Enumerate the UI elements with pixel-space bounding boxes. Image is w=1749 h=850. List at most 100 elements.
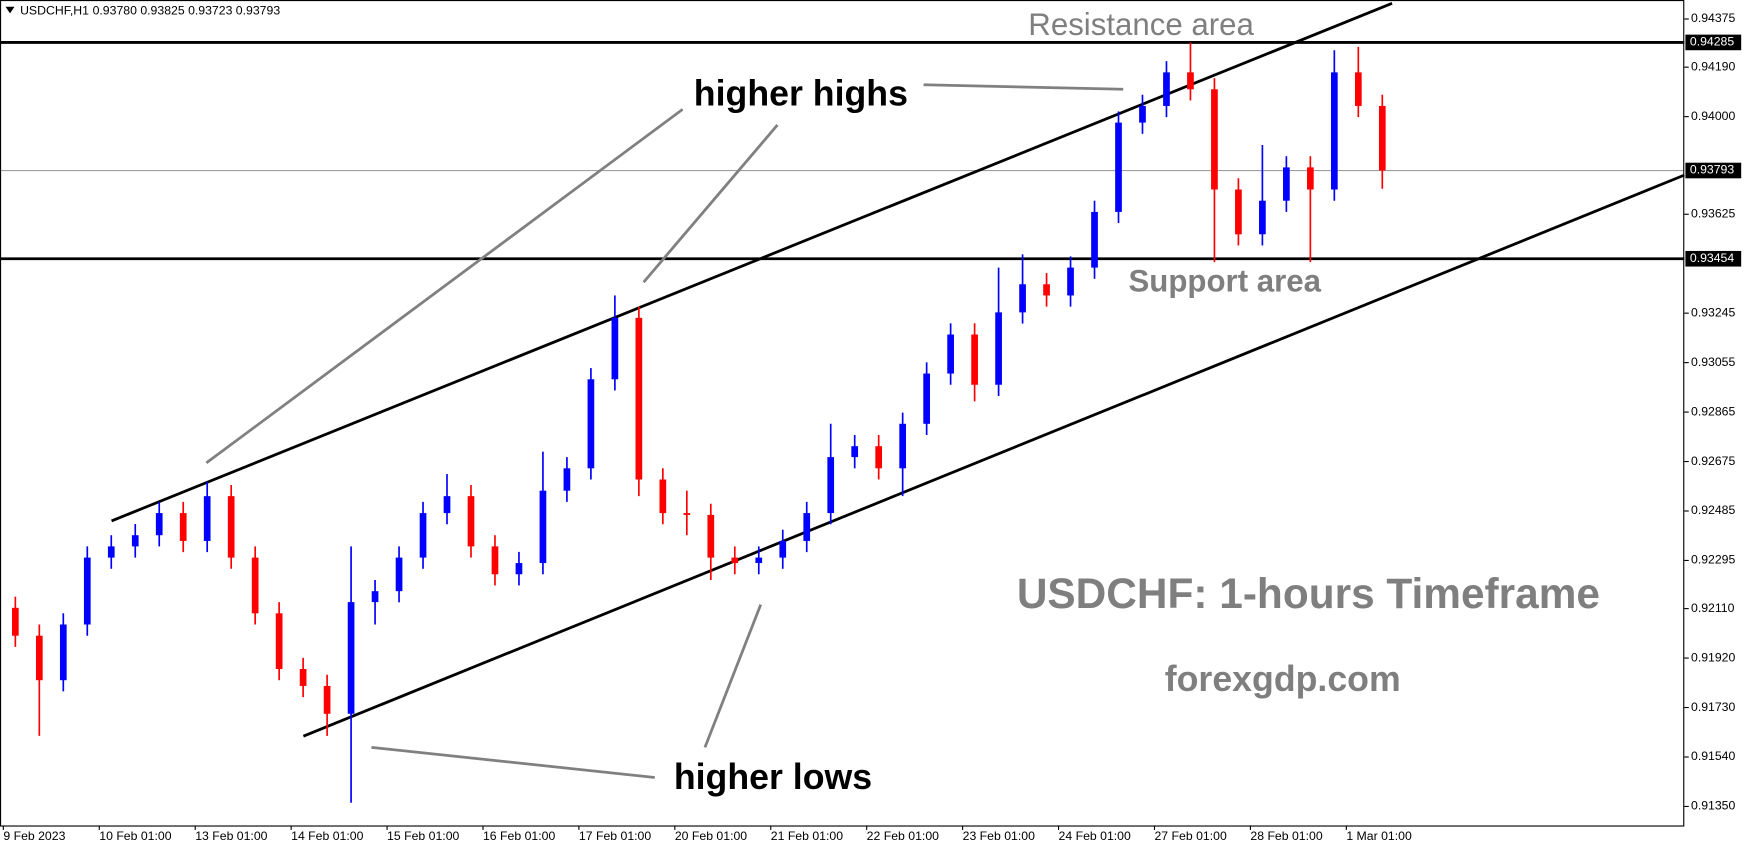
candles xyxy=(11,42,1386,803)
y-tick-label: 0.91920 xyxy=(1691,650,1736,664)
candle-body xyxy=(491,546,499,575)
lower-channel-line xyxy=(302,173,1685,738)
y-tick-label: 0.91350 xyxy=(1691,799,1736,813)
resistance-price-box xyxy=(1685,34,1742,51)
upper-channel-line xyxy=(111,2,1393,523)
candle-body xyxy=(179,513,187,541)
x-tick-label: 15 Feb 01:00 xyxy=(387,829,459,843)
y-tick-label: 0.93245 xyxy=(1691,305,1736,319)
x-tick-label: 27 Feb 01:00 xyxy=(1154,829,1226,843)
candle-body xyxy=(851,446,859,458)
ohlc-label: 0.93780 0.93825 0.93723 0.93793 xyxy=(93,3,281,17)
candle-body xyxy=(1067,267,1074,296)
candle-body xyxy=(395,557,403,592)
candle-body xyxy=(275,613,283,670)
y-tick-label: 0.92110 xyxy=(1691,601,1735,615)
candle-body xyxy=(827,457,835,514)
y-tick-label: 0.91540 xyxy=(1691,749,1736,763)
candle-body xyxy=(443,496,451,514)
candle-body xyxy=(587,379,595,469)
x-tick-label: 22 Feb 01:00 xyxy=(867,829,939,843)
candle-body xyxy=(947,334,954,374)
candle-body xyxy=(611,317,619,380)
candle-body xyxy=(731,557,739,564)
candle-body xyxy=(323,685,331,714)
candle-body xyxy=(1307,167,1314,190)
candle-body xyxy=(539,490,547,564)
candle-body xyxy=(467,496,475,547)
y-tick-label: 0.93625 xyxy=(1691,206,1736,220)
plot-frame xyxy=(0,0,1685,827)
candle-body xyxy=(755,557,763,564)
x-tick-label: 21 Feb 01:00 xyxy=(771,829,843,843)
y-tick-label: 0.93055 xyxy=(1691,355,1736,369)
candle-body xyxy=(11,607,19,636)
candle-body xyxy=(1019,284,1026,313)
candle-body xyxy=(779,540,787,558)
candle-body xyxy=(227,496,235,558)
candle-body xyxy=(995,312,1002,385)
candle-body xyxy=(1043,284,1050,296)
candle-body xyxy=(659,479,667,514)
candle-body xyxy=(803,513,811,541)
candle-body xyxy=(1163,72,1170,106)
candle-body xyxy=(923,373,930,424)
annotation: higher lows xyxy=(674,757,872,797)
x-tick-label: 1 Mar 01:00 xyxy=(1346,829,1412,843)
y-tick-label: 0.94375 xyxy=(1691,11,1736,25)
candle-body xyxy=(155,513,163,536)
y-tick-label: 0.94000 xyxy=(1691,109,1736,123)
candle-body xyxy=(59,624,67,681)
candle-body xyxy=(971,334,978,385)
pointer-lines xyxy=(205,83,1124,779)
y-tick-label: 0.91730 xyxy=(1691,700,1736,714)
annotation: Resistance area xyxy=(1028,7,1254,42)
annotation: Support area xyxy=(1128,264,1321,299)
candle-body xyxy=(371,591,379,603)
resistance-price-label: 0.94285 xyxy=(1690,35,1735,49)
candle-body xyxy=(347,602,355,714)
candle-body xyxy=(419,513,427,558)
candle-body xyxy=(515,563,523,575)
pointer-line xyxy=(205,108,684,465)
menu-arrow xyxy=(5,6,15,14)
support-price-box xyxy=(1685,250,1742,267)
last_price-price-label: 0.93793 xyxy=(1690,163,1735,177)
candle-body xyxy=(107,546,115,558)
annotation: higher highs xyxy=(694,73,908,113)
pointer-line xyxy=(703,604,763,748)
candle-body xyxy=(1091,211,1098,268)
pointer-line xyxy=(642,124,779,284)
x-tick-label: 9 Feb 2023 xyxy=(3,829,65,843)
candle-body xyxy=(1235,189,1242,235)
x-tick-label: 20 Feb 01:00 xyxy=(675,829,747,843)
y-tick-label: 0.92675 xyxy=(1691,454,1736,468)
candle-body xyxy=(563,468,571,491)
x-tick-label: 28 Feb 01:00 xyxy=(1250,829,1322,843)
candle-body xyxy=(1259,200,1266,235)
x-tick-label: 13 Feb 01:00 xyxy=(195,829,267,843)
levels-layer xyxy=(0,41,1685,261)
candle-body xyxy=(1187,72,1194,90)
candle-body xyxy=(899,423,907,469)
x-tick-label: 16 Feb 01:00 xyxy=(483,829,555,843)
annotation: USDCHF: 1-hours Timeframe xyxy=(1017,570,1600,617)
candle-body xyxy=(299,669,307,686)
support-price-label: 0.93454 xyxy=(1690,251,1735,265)
y-tick-label: 0.92485 xyxy=(1691,503,1736,517)
candle-body xyxy=(1139,105,1146,123)
x-tick-label: 23 Feb 01:00 xyxy=(963,829,1035,843)
candle-body xyxy=(635,317,643,480)
candle-body xyxy=(251,557,259,614)
axes: 0.94375 0.94190 0.94000 0.93625 0.93245 0.930… xyxy=(2,11,1742,843)
y-tick-label: 0.94190 xyxy=(1691,59,1736,73)
y-tick-label: 0.92865 xyxy=(1691,404,1736,418)
pointer-line xyxy=(923,83,1124,91)
candle-body xyxy=(1115,122,1122,212)
candle-body xyxy=(83,557,91,625)
candle-body xyxy=(683,513,691,515)
x-tick-label: 10 Feb 01:00 xyxy=(99,829,171,843)
